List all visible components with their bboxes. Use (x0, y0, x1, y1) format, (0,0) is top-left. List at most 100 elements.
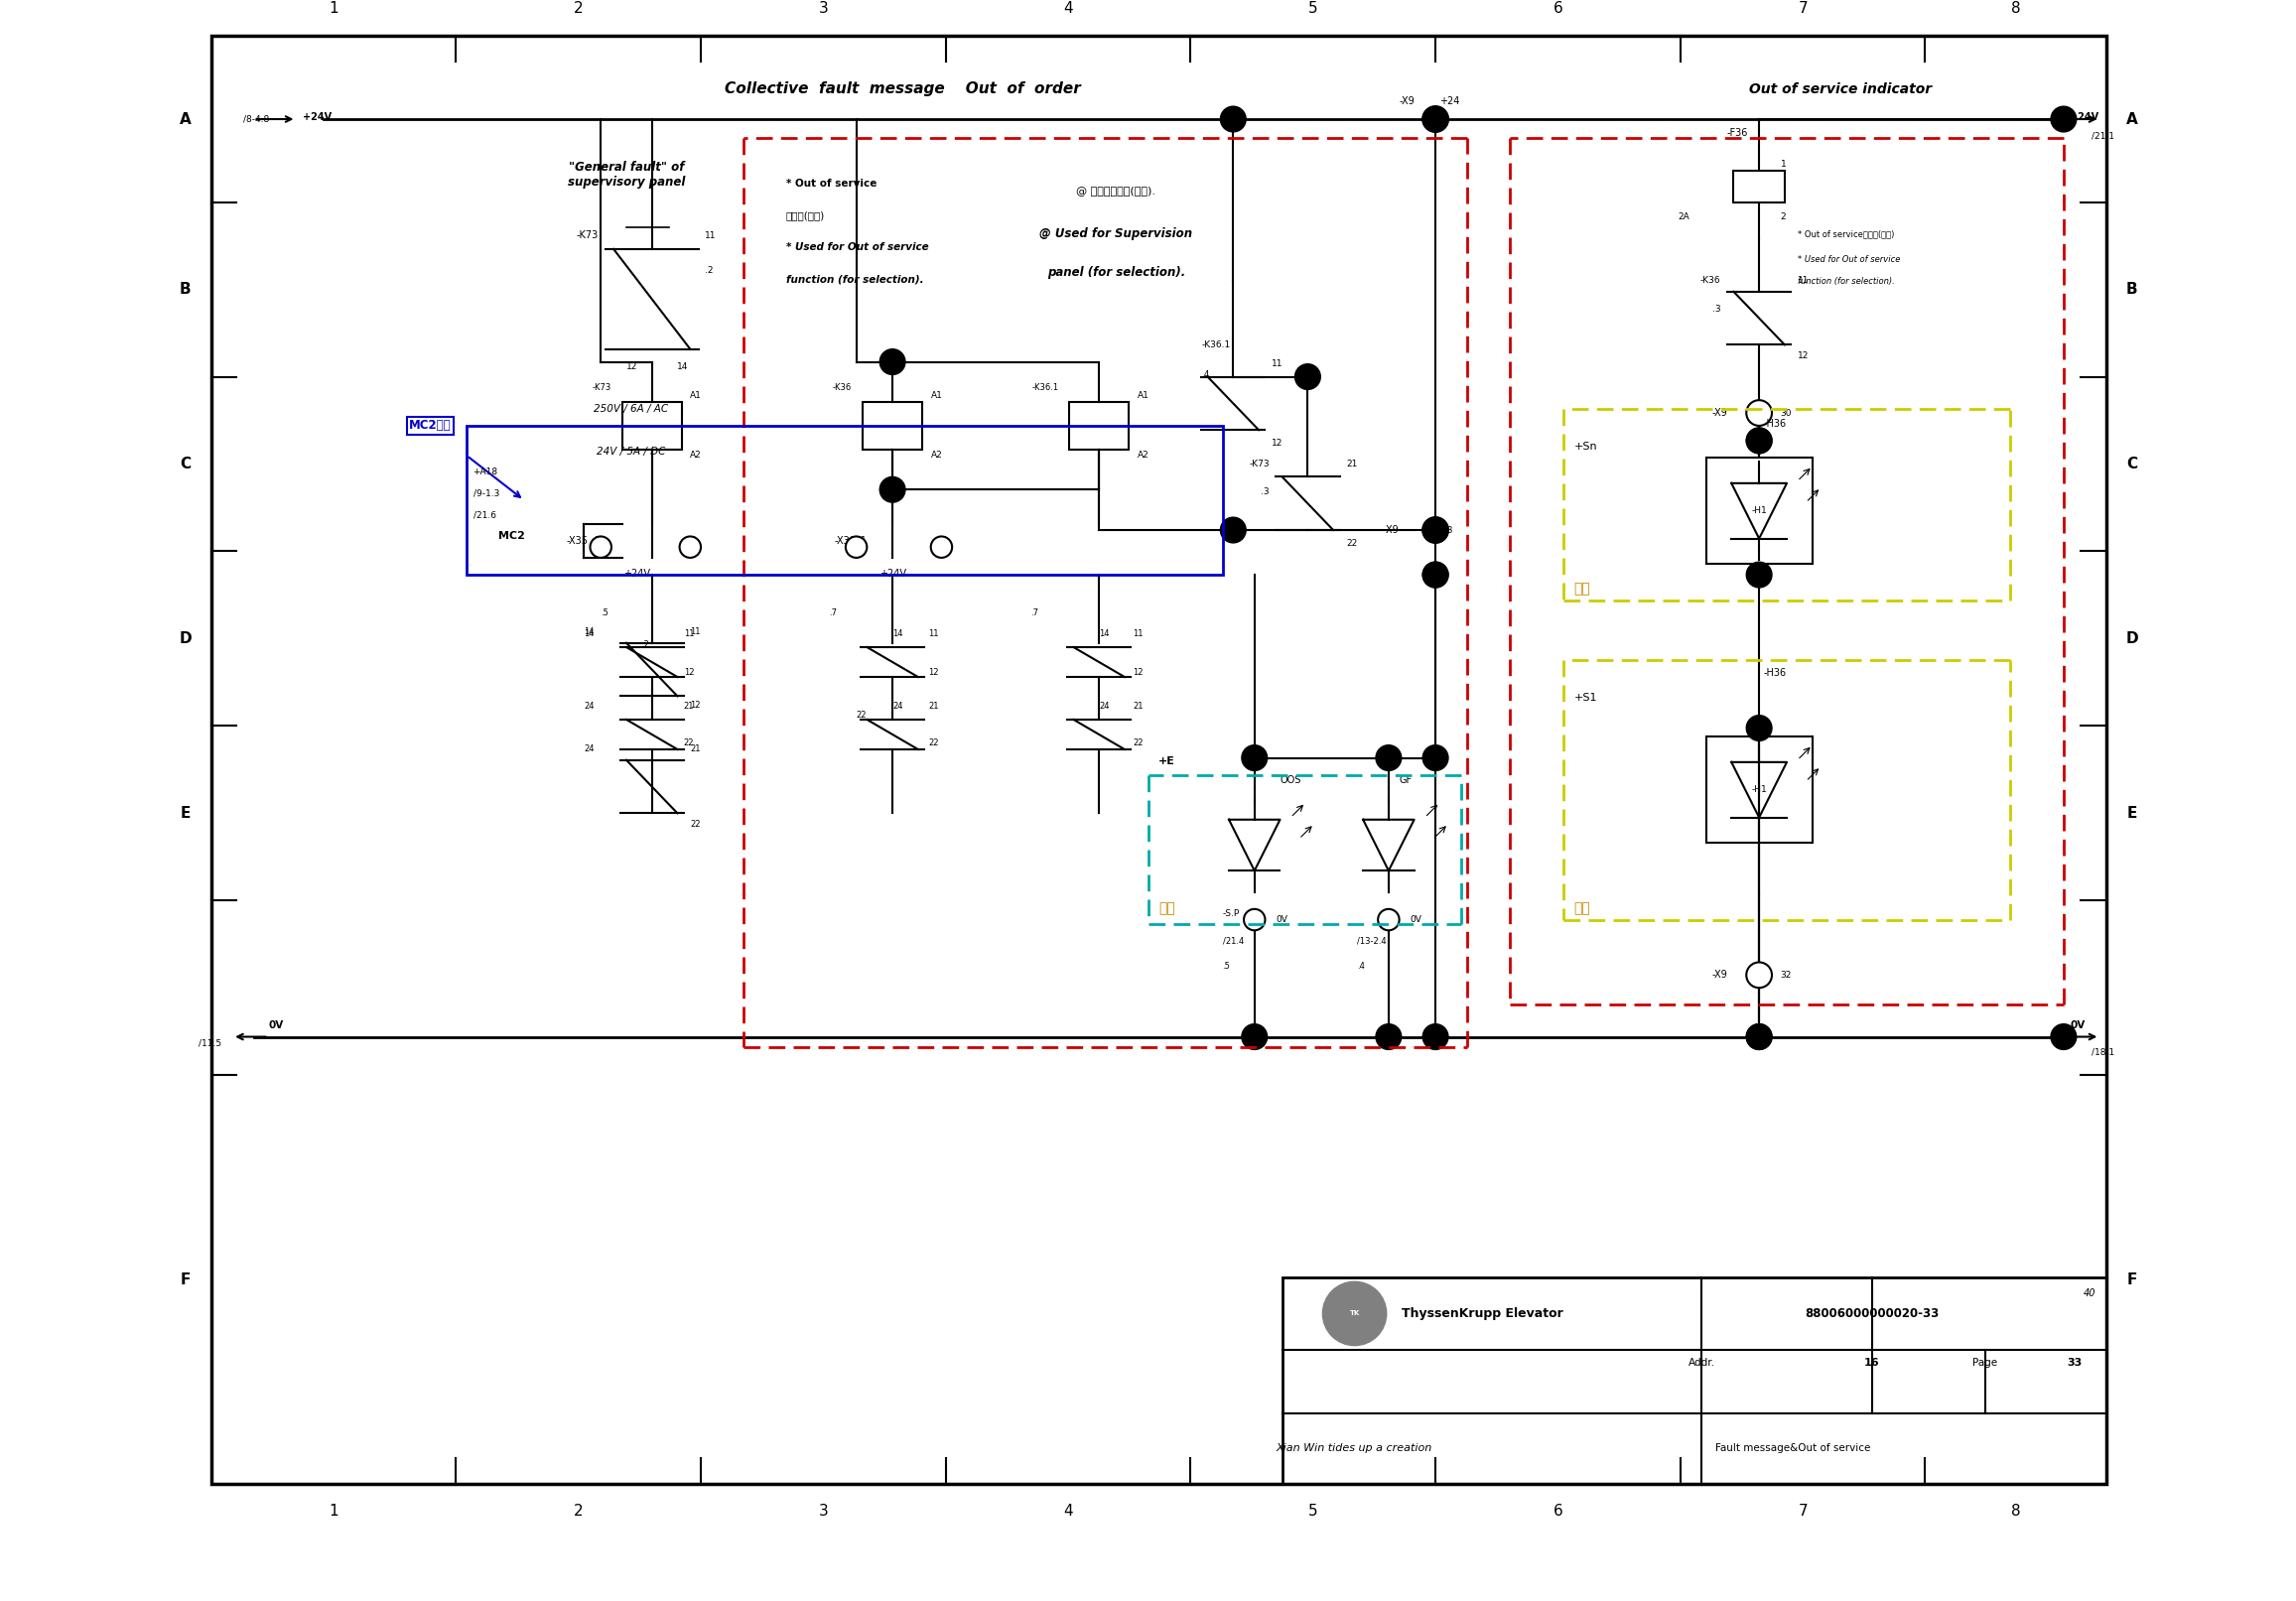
Text: D: D (179, 631, 193, 647)
Text: 24: 24 (583, 703, 595, 711)
Text: 2: 2 (691, 536, 696, 546)
Text: 22: 22 (856, 711, 866, 720)
Text: -K36.1: -K36.1 (1201, 339, 1231, 349)
Text: D: D (2126, 631, 2138, 647)
Text: .2: .2 (705, 266, 714, 275)
Text: A1: A1 (1137, 392, 1148, 400)
Text: 14: 14 (677, 362, 689, 371)
Text: -H36: -H36 (1763, 419, 1786, 429)
Text: GF: GF (1398, 775, 1412, 784)
Circle shape (1424, 1025, 1449, 1050)
Text: 11: 11 (1798, 277, 1809, 285)
Circle shape (1424, 562, 1449, 588)
Text: 3: 3 (817, 1503, 829, 1519)
Text: 12: 12 (691, 700, 700, 709)
Bar (466, 426, 1221, 575)
Text: -K73: -K73 (576, 231, 599, 240)
Circle shape (1747, 1025, 1773, 1050)
Text: 6: 6 (1552, 2, 1564, 16)
Text: 2: 2 (941, 536, 946, 546)
Text: 21: 21 (684, 703, 693, 711)
Circle shape (1322, 1282, 1387, 1345)
Text: 井道: 井道 (1573, 901, 1591, 916)
Text: .2: .2 (641, 640, 650, 650)
Circle shape (879, 349, 905, 375)
Text: -K73: -K73 (1249, 459, 1270, 469)
Text: * Used for Out of service: * Used for Out of service (785, 243, 928, 253)
Text: 6: 6 (1552, 1503, 1564, 1519)
Text: TK: TK (1350, 1311, 1359, 1316)
Text: +24: +24 (1440, 96, 1460, 106)
Text: 32: 32 (1779, 970, 1791, 980)
Text: -K36: -K36 (833, 383, 852, 392)
Circle shape (1747, 400, 1773, 426)
Text: 11: 11 (684, 629, 693, 639)
Text: /21.6: /21.6 (473, 511, 496, 519)
Text: 11: 11 (928, 629, 939, 639)
Text: A: A (179, 112, 191, 126)
Text: 1: 1 (861, 536, 866, 546)
Text: A2: A2 (691, 451, 703, 459)
Circle shape (1424, 744, 1449, 770)
Text: 0V: 0V (1410, 916, 1421, 924)
Circle shape (1221, 106, 1247, 131)
Circle shape (1424, 106, 1449, 131)
Text: /18.1: /18.1 (2092, 1047, 2115, 1057)
Text: /21.1: /21.1 (2092, 131, 2115, 141)
Text: F: F (2126, 1273, 2138, 1287)
Text: -F36: -F36 (1727, 128, 1747, 138)
Text: -K36: -K36 (1701, 277, 1720, 285)
Text: 1: 1 (595, 536, 599, 546)
Text: 11: 11 (1134, 629, 1143, 639)
Text: C: C (179, 456, 191, 471)
Circle shape (845, 536, 868, 557)
Circle shape (2050, 1025, 2076, 1050)
Circle shape (1424, 517, 1449, 543)
Text: .5: .5 (602, 608, 608, 618)
Text: * Out of service功能时(可选): * Out of service功能时(可选) (1798, 229, 1894, 239)
Text: 22: 22 (1134, 738, 1143, 748)
Circle shape (1242, 744, 1267, 770)
Text: -X9: -X9 (1398, 96, 1414, 106)
Text: 11: 11 (705, 232, 716, 240)
Text: 8: 8 (2011, 2, 2020, 16)
Circle shape (1747, 427, 1773, 453)
Text: Page: Page (1972, 1358, 1998, 1367)
Text: Out of service indicator: Out of service indicator (1750, 82, 1931, 96)
Text: +A18: +A18 (473, 467, 498, 477)
Text: function (for selection).: function (for selection). (785, 274, 923, 285)
Text: 24: 24 (893, 703, 902, 711)
Text: /21.4: /21.4 (1221, 937, 1244, 946)
Text: Collective  fault  message    Out  of  order: Collective fault message Out of order (726, 82, 1081, 96)
Text: 2A: 2A (1678, 213, 1690, 221)
Text: A: A (2126, 112, 2138, 126)
Text: .4: .4 (1357, 962, 1364, 972)
Text: @ 用于监控盘时(可选).: @ 用于监控盘时(可选). (1077, 186, 1155, 195)
Text: .5: .5 (1221, 962, 1231, 972)
Text: 22: 22 (691, 820, 700, 829)
Text: 14: 14 (583, 628, 595, 637)
Text: 12: 12 (1272, 439, 1283, 447)
Text: A2: A2 (1137, 451, 1148, 459)
Text: +24V: +24V (879, 568, 907, 578)
Text: 4: 4 (1063, 2, 1072, 16)
Circle shape (1221, 517, 1247, 543)
Text: +24V: +24V (303, 112, 331, 122)
Circle shape (1375, 744, 1401, 770)
Text: .7: .7 (1031, 608, 1038, 618)
Text: * Used for Out of service: * Used for Out of service (1798, 255, 1901, 264)
Text: B: B (179, 282, 191, 296)
Text: /9-1.3: /9-1.3 (473, 490, 498, 498)
Circle shape (1375, 1025, 1401, 1050)
Text: 21: 21 (1134, 703, 1143, 711)
Text: @ Used for Supervision: @ Used for Supervision (1040, 227, 1192, 240)
Text: 12: 12 (1798, 351, 1809, 360)
Text: -X35: -X35 (567, 536, 588, 546)
Text: 33: 33 (2066, 1358, 2082, 1367)
Text: 16: 16 (1864, 1358, 1880, 1367)
Text: "General fault" of
supervisory panel: "General fault" of supervisory panel (567, 160, 684, 189)
Text: 1: 1 (328, 1503, 338, 1519)
Text: 33: 33 (1442, 525, 1453, 535)
Circle shape (590, 536, 611, 557)
Text: 14: 14 (1100, 629, 1109, 639)
